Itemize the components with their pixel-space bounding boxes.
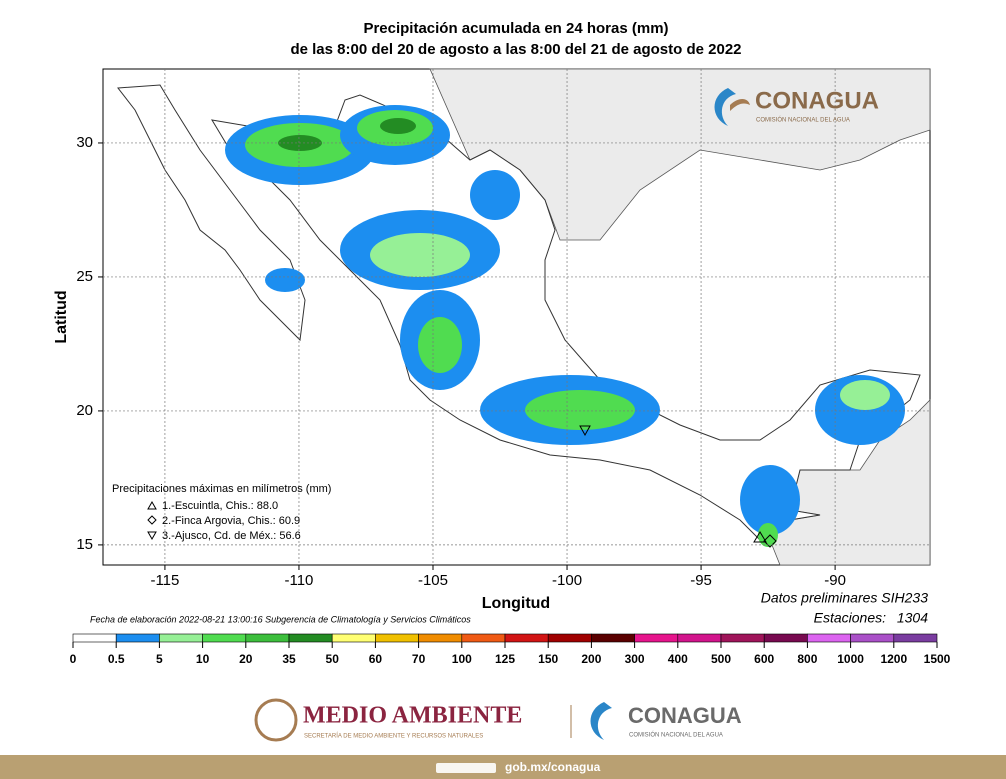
mexico-mainland — [211, 94, 921, 541]
colorbar-label: 0 — [70, 652, 77, 666]
colorbar-segment — [461, 633, 506, 643]
conagua-name: CONAGUA — [755, 87, 879, 114]
y-axis-label: Latitud — [53, 290, 70, 343]
legend-entry: 2.-Finca Argovia, Chis.: 60.9 — [162, 515, 300, 527]
colorbar-segment — [634, 633, 679, 643]
semarnat-name: MEDIO AMBIENTE — [303, 703, 522, 729]
legend-entry: 1.-Escuintla, Chis.: 88.0 — [162, 500, 278, 512]
x-tick-label: -110 — [284, 572, 313, 589]
colorbar-label: 100 — [452, 652, 472, 666]
colorbar-segment — [720, 633, 765, 643]
map — [102, 68, 931, 566]
colorbar-label: 400 — [668, 652, 688, 666]
colorbar-label: 5 — [156, 652, 163, 666]
y-tick-label: 30 — [76, 134, 93, 151]
precipitation-areas — [225, 105, 905, 547]
colorbar-segment — [159, 633, 203, 643]
date-note: Fecha de elaboración 2022-08-21 13:00:16… — [90, 614, 471, 624]
colorbar-label: 20 — [239, 652, 253, 666]
colorbar-label: 800 — [797, 652, 817, 666]
colorbar-label: 0.5 — [108, 652, 125, 666]
colorbar-segment — [331, 633, 376, 643]
colorbar-label: 1000 — [837, 652, 864, 666]
colorbar-label: 600 — [754, 652, 774, 666]
x-tick-label: -95 — [690, 572, 712, 589]
preliminary-note: Datos preliminares SIH233 — [761, 590, 929, 606]
colorbar-label: 10 — [196, 652, 210, 666]
colorbar-label: 500 — [711, 652, 731, 666]
colorbar-segment — [893, 633, 938, 643]
x-tick-label: -90 — [824, 572, 846, 589]
x-tick-label: -115 — [150, 572, 179, 589]
stations-label: Estaciones: — [814, 610, 886, 626]
colorbar-label: 150 — [538, 652, 558, 666]
legend-symbol — [147, 531, 157, 541]
station-marker — [763, 534, 777, 548]
stations-count: 1304 — [897, 610, 928, 626]
colorbar-segment — [115, 633, 160, 643]
colorbar-segment — [504, 633, 549, 643]
semarnat-subtitle: SECRETARÍA DE MEDIO AMBIENTE Y RECURSOS … — [304, 733, 483, 740]
station-marker — [753, 531, 767, 543]
colorbar-label: 200 — [581, 652, 601, 666]
conagua-subtitle: COMISIÓN NACIONAL DEL AGUA — [629, 732, 723, 739]
colorbar-segment — [418, 633, 463, 643]
colorbar-label: 35 — [282, 652, 296, 666]
colorbar: 0 0.5 5 10 20 35 50 60 70 100 125 150 200 300 400 500 60… — [70, 633, 951, 666]
colorbar-label: 70 — [412, 652, 426, 666]
social-icons — [436, 763, 496, 773]
colorbar-segment — [202, 633, 247, 643]
colorbar-segment — [850, 633, 895, 643]
legend-symbol — [147, 515, 157, 525]
conagua-logo-top: CONAGUA COMISIÓN NACIONAL DEL AGUA — [714, 87, 879, 126]
x-tick-label: -105 — [418, 572, 448, 589]
title: Precipitación acumulada en 24 horas (mm) — [363, 20, 668, 37]
footer-bar — [0, 755, 1006, 779]
legend-symbol — [147, 500, 157, 510]
legend-title: Precipitaciones máximas en milímetros (m… — [112, 483, 331, 495]
y-tick-label: 25 — [76, 268, 93, 285]
axes: -115 -110 -105 -100 -95 -90 15 20 25 30 — [76, 69, 930, 589]
colorbar-segment — [375, 633, 419, 643]
colorbar-label: 1200 — [880, 652, 907, 666]
conagua-subtitle: COMISIÓN NACIONAL DEL AGUA — [756, 117, 850, 124]
footer-url[interactable]: gob.mx/conagua — [505, 760, 601, 774]
colorbar-label: 300 — [625, 652, 645, 666]
x-tick-label: -100 — [552, 572, 582, 589]
y-tick-label: 20 — [76, 402, 93, 419]
colorbar-label: 50 — [326, 652, 340, 666]
colorbar-segment — [288, 633, 333, 643]
colorbar-label: 1500 — [924, 652, 951, 666]
colorbar-label: 60 — [369, 652, 383, 666]
colorbar-segment — [245, 633, 290, 643]
colorbar-segment — [547, 633, 592, 643]
colorbar-segment — [807, 633, 851, 643]
colorbar-segment — [591, 633, 635, 643]
colorbar-segment — [677, 633, 722, 643]
footer-logos: MEDIO AMBIENTE SECRETARÍA DE MEDIO AMBIE… — [254, 698, 742, 742]
y-tick-label: 15 — [76, 536, 93, 553]
legend: Precipitaciones máximas en milímetros (m… — [112, 483, 331, 542]
colorbar-label: 125 — [495, 652, 515, 666]
colorbar-segment — [763, 633, 808, 643]
legend-entry: 3.-Ajusco, Cd. de Méx.: 56.6 — [162, 530, 301, 542]
subtitle: de las 8:00 del 20 de agosto a las 8:00 … — [290, 41, 741, 58]
x-axis-label: Longitud — [482, 595, 550, 612]
colorbar-segment — [72, 633, 117, 643]
conagua-name: CONAGUA — [628, 703, 742, 728]
station-marker — [579, 425, 591, 437]
